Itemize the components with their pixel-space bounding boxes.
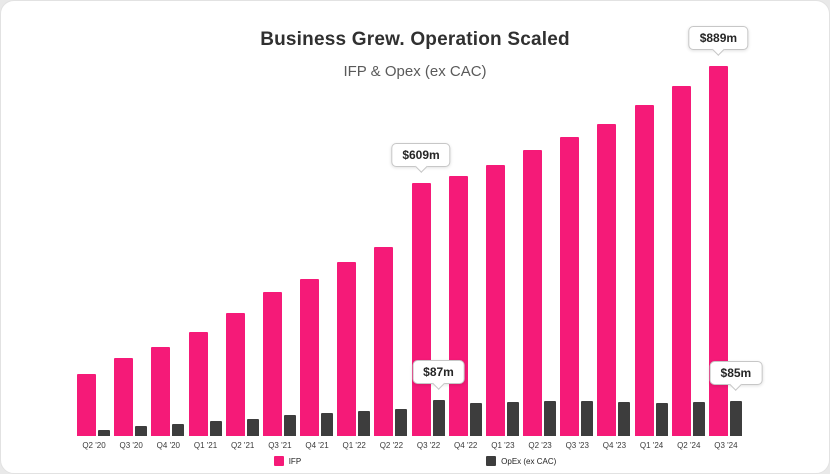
bar-opex [358, 411, 371, 436]
bar-ifp [523, 150, 543, 436]
x-axis-label: Q3 '22 [416, 441, 441, 450]
chart-subtitle: IFP & Opex (ex CAC) [343, 63, 487, 80]
x-axis-label: Q4 '23 [602, 441, 627, 450]
bar-opex [283, 415, 296, 436]
chart-title: Business Grew. Operation Scaled [260, 29, 570, 50]
bar-ifp [374, 246, 394, 436]
value-callout: $87m [412, 359, 465, 384]
bar-opex [469, 403, 482, 436]
bar-ifp [671, 86, 691, 436]
bar-group: Q2 '22 [374, 63, 408, 450]
bar-group: Q2 '24 [671, 63, 706, 450]
bar-ifp [151, 347, 171, 436]
x-axis-label: Q1 '22 [342, 441, 366, 450]
bar-ifp [634, 105, 654, 436]
x-axis-label: Q4 '21 [305, 441, 329, 450]
bar-opex [246, 418, 259, 436]
bar-opex [395, 408, 408, 436]
x-axis-label: Q3 '21 [268, 441, 292, 450]
bar-opex [98, 429, 110, 436]
bar-chart: Q2 '20 Q3 '20 Q4 '20 Q1 '21 Q2 '21 Q3 '21 Q4 '… [77, 26, 763, 450]
bar-opex [729, 400, 742, 436]
bar-ifp [77, 373, 96, 436]
x-axis-label: Q3 '23 [565, 441, 589, 450]
value-callout: $609m [391, 142, 451, 167]
chart-legend: IFP OpEx (ex CAC) [1, 456, 829, 466]
x-axis-label: Q2 '24 [677, 441, 701, 450]
x-axis-label: Q2 '22 [379, 441, 404, 450]
bar-group: Q3 '20 [114, 63, 148, 450]
bar-opex [655, 402, 668, 436]
bar-opex [618, 401, 631, 436]
value-callout: $85m [709, 360, 763, 385]
bar-group: Q3 '21 [262, 63, 297, 450]
bar-group: Q3 '23 [560, 63, 594, 450]
bar-group: Q2 '23 [523, 63, 557, 450]
x-axis-label: Q4 '20 [156, 441, 181, 450]
bar-group: Q1 '24 [634, 63, 669, 450]
bar-group: Q2 '21 [225, 63, 260, 450]
bar-opex [432, 399, 445, 436]
bar-opex [692, 401, 705, 436]
bar-group: Q3 '24 [708, 63, 743, 450]
bar-group: Q1 '21 [188, 63, 223, 450]
bar-group: Q4 '20 [151, 63, 185, 450]
bar-ifp [188, 332, 208, 436]
bar-ifp [225, 313, 245, 436]
bar-ifp [337, 262, 357, 436]
legend-item-ifp: IFP [273, 456, 302, 466]
x-axis-label: Q1 '21 [193, 441, 218, 450]
x-axis-label: Q2 '23 [528, 441, 552, 450]
legend-label-opex: OpEx (ex CAC) [501, 456, 557, 466]
legend-label-ifp: IFP [288, 456, 302, 466]
bar-ifp [560, 136, 580, 436]
bar-opex [544, 401, 557, 436]
bar-opex [209, 421, 222, 436]
bar-ifp [411, 182, 431, 436]
bar-group: Q1 '22 [337, 63, 371, 450]
bar-group: Q1 '23 [485, 63, 520, 450]
x-axis-label: Q2 '21 [231, 441, 255, 450]
bar-group: Q4 '23 [597, 63, 631, 450]
legend-swatch-opex [486, 456, 497, 466]
x-axis-label: Q2 '20 [82, 441, 106, 450]
x-axis-label: Q1 '24 [639, 441, 664, 450]
bar-ifp [262, 292, 282, 436]
bar-opex [581, 400, 594, 436]
bar-ifp [485, 164, 505, 436]
bar-ifp [448, 175, 468, 436]
x-axis-label: Q3 '20 [119, 441, 143, 450]
bar-ifp [597, 123, 617, 436]
legend-swatch-ifp [273, 456, 284, 466]
bar-ifp [708, 66, 728, 436]
bar-ifp [300, 278, 320, 436]
value-callout: $889m [688, 26, 749, 50]
x-axis-label: Q4 '22 [454, 441, 478, 450]
bar-ifp [114, 357, 134, 436]
bar-opex [135, 425, 148, 436]
bar-opex [506, 401, 519, 436]
bar-opex [172, 423, 185, 436]
bar-group: Q2 '20 [77, 63, 111, 450]
x-axis-label: Q1 '23 [491, 441, 515, 450]
x-axis-label: Q3 '24 [714, 441, 738, 450]
bar-group: Q4 '21 [300, 63, 334, 450]
bar-opex [321, 413, 334, 436]
legend-item-opex: OpEx (ex CAC) [486, 456, 556, 466]
